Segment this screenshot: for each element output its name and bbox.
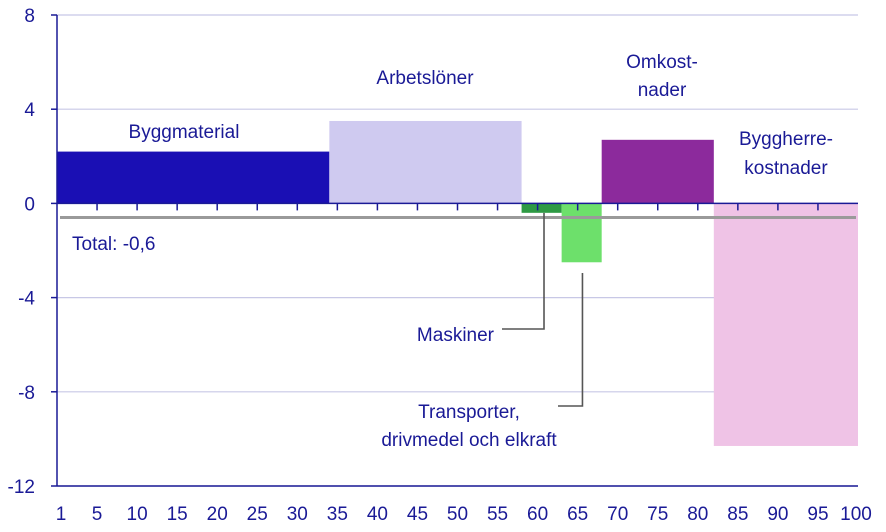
label-byggherre-line1: Byggherre- [739, 129, 833, 150]
label-arbetsloner: Arbetslöner [376, 68, 474, 89]
label-transporter-line2: drivmedel och elkraft [381, 430, 557, 451]
x-tick-label: 55 [487, 504, 508, 525]
x-tick-label: 1 [56, 504, 67, 525]
y-tick-label: -12 [8, 477, 35, 498]
bar-byggherrekostnader [713, 203, 858, 446]
x-tick-label: 35 [327, 504, 348, 525]
x-tick-label: 65 [567, 504, 588, 525]
bars [57, 120, 858, 446]
x-tick-label: 85 [727, 504, 748, 525]
x-tick-label: 50 [447, 504, 468, 525]
x-tick-label: 90 [767, 504, 788, 525]
y-tick-label: 4 [24, 100, 35, 121]
bar-maskiner [521, 203, 562, 213]
x-tick-label: 10 [127, 504, 148, 525]
label-omkostnader-line2: nader [638, 80, 687, 101]
x-tick-label: 25 [247, 504, 268, 525]
x-tick-label: 75 [647, 504, 668, 525]
y-tick-label: 0 [24, 194, 35, 215]
x-tick-label: 40 [367, 504, 388, 525]
y-tick-label: -8 [18, 383, 35, 404]
label-transporter-line1: Transporter, [418, 402, 520, 423]
x-tick-label: 60 [527, 504, 548, 525]
y-tick-label: 8 [24, 6, 35, 27]
annotation-connectors [502, 212, 584, 407]
y-tick-label: -4 [18, 289, 35, 310]
label-byggherre-line2: kostnader [744, 158, 828, 179]
x-tick-label: 20 [207, 504, 228, 525]
bar-transporter-drivmedel-och-elkraft [561, 203, 602, 263]
x-tick-label: 15 [167, 504, 188, 525]
x-tick-label: 80 [687, 504, 708, 525]
x-tick-label: 5 [92, 504, 103, 525]
x-tick-label: 100 [840, 504, 872, 525]
label-maskiner: Maskiner [417, 325, 495, 346]
bar-arbetslöner [329, 120, 522, 204]
x-tick-label: 45 [407, 504, 428, 525]
x-tick-label: 30 [287, 504, 308, 525]
label-byggmaterial: Byggmaterial [129, 122, 240, 143]
label-omkostnader-line1: Omkost- [626, 52, 698, 73]
label-total: Total: -0,6 [72, 234, 155, 255]
axes: 840-4-8-121 5 10 15 20 25 30 35 40 45 50 55 60 65 70 75… [8, 6, 872, 525]
x-tick-label: 95 [807, 504, 828, 525]
maskiner-connector [502, 212, 545, 330]
bar-byggmaterial [57, 151, 330, 204]
x-tick-label: 70 [607, 504, 628, 525]
transporter-connector [558, 273, 584, 407]
bar-omkostnader [601, 139, 714, 204]
